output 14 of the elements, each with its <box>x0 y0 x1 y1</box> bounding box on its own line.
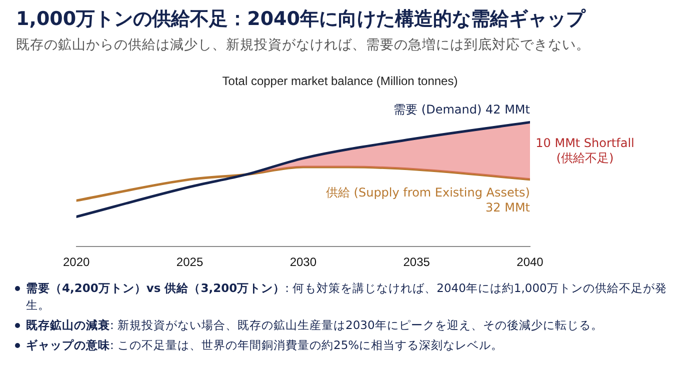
chart-title: 1,000万トンの供給不足：2040年に向けた構造的な需給ギャップ <box>16 7 585 32</box>
text: 既存鉱山の減衰: 新規投資がない場合、既存の鉱山生産量は2030年にピークを迎え、その後減少に転じる。 <box>25 317 604 334</box>
text: ギャップの意味: この不足量は、世界の年間銅消費量の約25%に相当する深刻なレベル。 <box>25 337 504 354</box>
x-tick-label: 2025 <box>176 255 204 270</box>
text: 10 MMt Shortfall (供給不足) <box>536 136 634 165</box>
series-label: 供給 (Supply from Existing Assets) 32 MMt <box>326 186 530 215</box>
x-tick-label: 2040 <box>516 255 544 270</box>
chart-subtitle: 既存の鉱山からの供給は減少し、新規投資がなければ、需要の急増には到底対応できない。 <box>16 36 590 54</box>
series-label: 需要 (Demand) 42 MMt <box>394 102 530 116</box>
x-tick-label: 2020 <box>62 255 90 270</box>
x-axis-title: Total copper market balance (Million tonnes) <box>221 74 459 88</box>
x-tick-label: 2030 <box>290 255 317 270</box>
text: 需要（4,200万トン）vs 供給（3,200万トン）: 何も対策を講じなければ、2040年には約1,000万トンの供給不足が発生。 <box>26 281 667 312</box>
x-tick-label: 2035 <box>403 255 430 270</box>
